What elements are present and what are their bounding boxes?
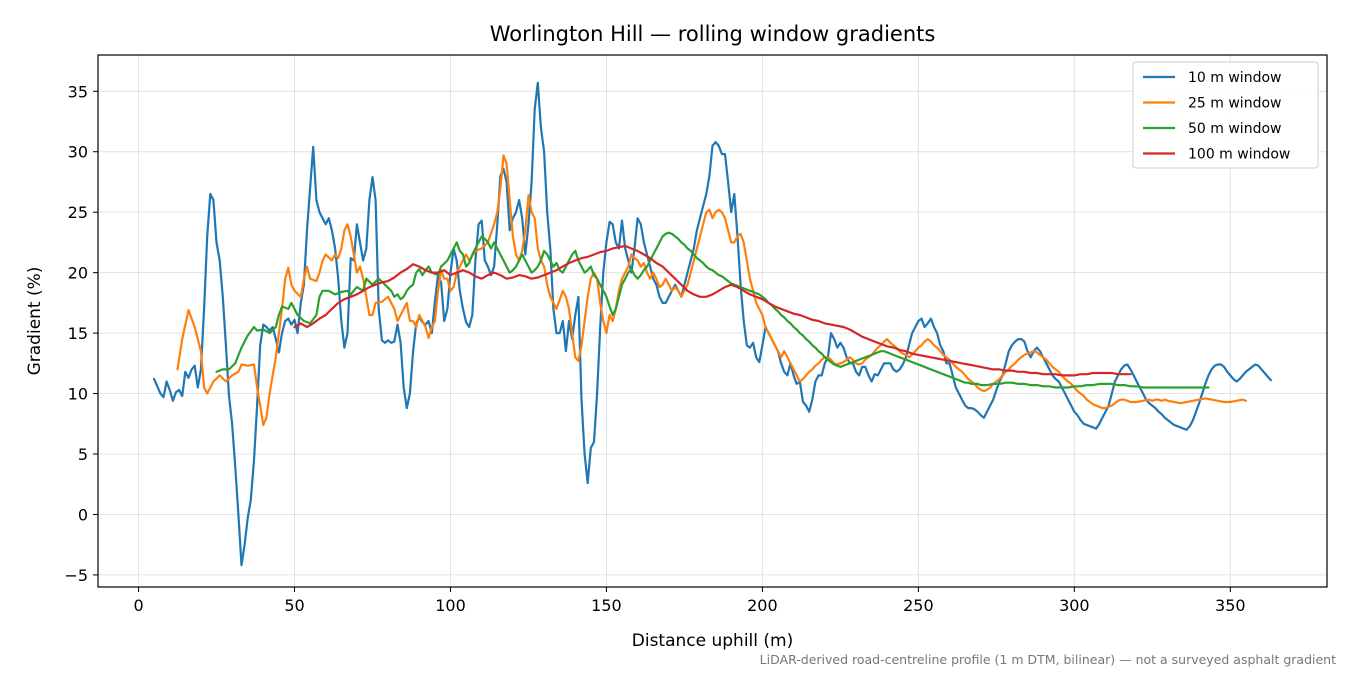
series-line-2	[176, 154, 1247, 427]
y-tick-label: 25	[68, 203, 88, 222]
chart-title: Worlington Hill — rolling window gradien…	[490, 22, 936, 46]
footnote: LiDAR-derived road-centreline profile (1…	[760, 652, 1336, 667]
legend-label: 100 m window	[1188, 147, 1290, 163]
y-tick-label: 0	[78, 505, 88, 524]
series-line-4	[293, 244, 1132, 377]
legend-label: 25 m window	[1188, 96, 1281, 112]
y-tick-label: 20	[68, 264, 88, 283]
series-line-1	[153, 81, 1272, 567]
x-axis-title: Distance uphill (m)	[632, 631, 793, 651]
y-axis-title: Gradient (%)	[25, 267, 45, 376]
y-tick-label: 15	[68, 324, 88, 343]
x-tick-label: 0	[133, 596, 143, 615]
y-tick-label: 10	[68, 385, 88, 404]
x-tick-label: 100	[435, 596, 466, 615]
x-tick-label: 300	[1059, 596, 1090, 615]
legend-entries: 10 m window 25 m window 50 m window 100 m w…	[1143, 70, 1290, 163]
legend-label: 10 m window	[1188, 70, 1281, 86]
legend-label: 50 m window	[1188, 121, 1281, 137]
x-tick-label: 250	[903, 596, 934, 615]
legend: 10 m window 25 m window 50 m window 100 m w…	[1132, 61, 1319, 169]
x-tick-label: 350	[1215, 596, 1246, 615]
series-line-3	[215, 231, 1210, 389]
x-tick-label: 50	[284, 596, 304, 615]
plot-area-frame	[97, 54, 1328, 588]
legend-box	[1132, 61, 1319, 169]
y-tick-label: 35	[68, 82, 88, 101]
x-tick-label: 200	[747, 596, 778, 615]
x-tick-label: 150	[591, 596, 622, 615]
y-tick-label: −5	[64, 566, 88, 585]
axis-ticks: 0 50 100 150 200 250 300 350 −5 0 5 10 15 20 25 30 35	[64, 82, 1245, 615]
series-lines	[153, 81, 1272, 567]
y-tick-label: 5	[78, 445, 88, 464]
y-tick-label: 30	[68, 143, 88, 162]
